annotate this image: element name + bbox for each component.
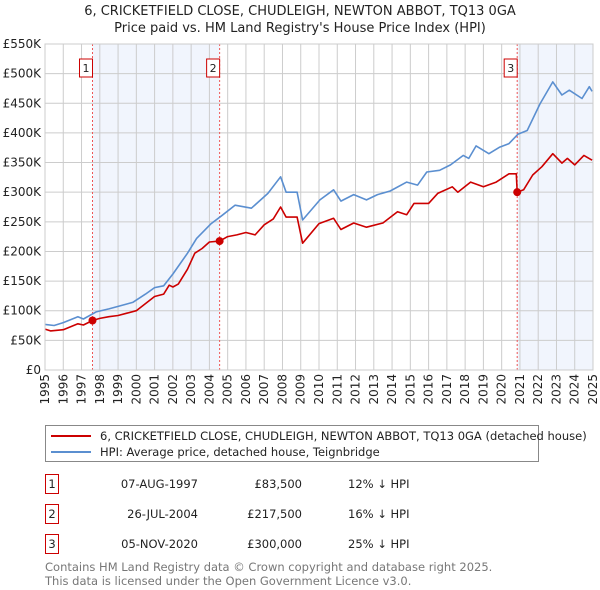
sale-date: 05-NOV-2020 <box>121 537 198 551</box>
y-tick-label: £0 <box>26 363 41 377</box>
sale-hpi-diff: 12% ↓ HPI <box>348 477 410 491</box>
sale-label-box <box>206 58 221 78</box>
sale-label: 1 <box>82 62 89 75</box>
x-tick-label: 2024 <box>568 374 582 405</box>
y-tick-label: £100K <box>3 304 43 318</box>
sale-date: 07-AUG-1997 <box>120 477 198 491</box>
x-tick-label: 2005 <box>221 374 235 405</box>
sale-label-box <box>78 58 93 78</box>
x-tick-label: 2009 <box>294 374 308 405</box>
sale-point <box>513 188 522 197</box>
x-tick-label: 2004 <box>202 374 216 405</box>
sale-price: £217,500 <box>247 507 302 521</box>
legend-label: HPI: Average price, detached house, Teig… <box>100 445 380 459</box>
x-tick-label: 2019 <box>476 374 490 405</box>
legend-swatch-red <box>51 435 91 437</box>
x-tick-label: 2003 <box>184 374 198 405</box>
y-tick-label: £200K <box>3 244 43 258</box>
y-tick-label: £550K <box>3 37 43 51</box>
y-tick-label: £500K <box>3 67 43 81</box>
x-tick-label: 2012 <box>349 374 363 405</box>
x-tick-label: 2025 <box>586 374 600 405</box>
x-tick-label: 2013 <box>367 374 381 405</box>
x-tick-label: 2021 <box>513 374 527 405</box>
x-tick-label: 2000 <box>129 374 143 405</box>
legend-item-property: 6, CRICKETFIELD CLOSE, CHUDLEIGH, NEWTON… <box>51 428 587 444</box>
x-tick-label: 2017 <box>440 374 454 405</box>
x-tick-label: 1995 <box>38 374 52 405</box>
x-tick-label: 1998 <box>93 374 107 405</box>
shaded-period <box>92 44 220 370</box>
chart-subtitle: Price paid vs. HM Land Registry's House … <box>114 21 486 36</box>
x-tick-label: 2022 <box>531 374 545 405</box>
sale-price: £300,000 <box>247 537 302 551</box>
x-tick-label: 2018 <box>458 374 472 405</box>
legend: 6, CRICKETFIELD CLOSE, CHUDLEIGH, NEWTON… <box>45 425 587 462</box>
x-tick-label: 1997 <box>75 374 89 405</box>
y-tick-label: £450K <box>3 96 43 110</box>
sale-label: 3 <box>507 62 514 75</box>
sale-hpi-diff: 25% ↓ HPI <box>348 537 410 551</box>
sale-hpi-diff: 16% ↓ HPI <box>348 507 410 521</box>
x-tick-label: 2002 <box>166 374 180 405</box>
x-tick-label: 2011 <box>330 374 344 405</box>
sale-price: £83,500 <box>254 477 302 491</box>
y-tick-label: £400K <box>3 126 43 140</box>
x-tick-label: 2023 <box>549 374 563 405</box>
y-tick-label: £300K <box>3 185 43 199</box>
chart-title: 6, CRICKETFIELD CLOSE, CHUDLEIGH, NEWTON… <box>84 4 516 19</box>
legend-item-hpi: HPI: Average price, detached house, Teig… <box>51 444 380 460</box>
sale-point <box>215 237 224 246</box>
x-tick-label: 2008 <box>275 374 289 405</box>
y-tick-label: £150K <box>3 274 43 288</box>
sale-number: 2 <box>45 504 59 524</box>
y-tick-label: £250K <box>3 215 43 229</box>
footer-copyright: Contains HM Land Registry data © Crown c… <box>45 560 493 574</box>
x-tick-label: 1999 <box>111 374 125 405</box>
legend-label: 6, CRICKETFIELD CLOSE, CHUDLEIGH, NEWTON… <box>100 429 587 443</box>
sale-label-box <box>503 58 518 78</box>
x-tick-label: 2010 <box>312 374 326 405</box>
sale-date: 26-JUL-2004 <box>127 507 198 521</box>
footer-licence: This data is licensed under the Open Gov… <box>45 574 412 588</box>
x-tick-label: 2016 <box>422 374 436 405</box>
sale-number: 3 <box>45 534 59 554</box>
x-tick-label: 1996 <box>56 374 70 405</box>
shaded-period <box>517 44 593 370</box>
sale-label: 2 <box>210 62 217 75</box>
plot-area: 1995 1996 1997 1998 1999 2000 2001 2002 2003 2004… <box>3 37 600 405</box>
x-tick-label: 2006 <box>239 374 253 405</box>
sale-number: 1 <box>45 474 59 494</box>
plot-border <box>44 43 594 371</box>
x-tick-label: 2014 <box>385 374 399 405</box>
price-paid-series-line <box>44 152 593 332</box>
y-tick-label: £350K <box>3 156 43 170</box>
sale-point <box>88 316 97 325</box>
x-tick-label: 2015 <box>403 374 417 405</box>
x-tick-label: 2001 <box>148 374 162 405</box>
hpi-series-line <box>44 81 593 327</box>
legend-swatch-blue <box>51 451 91 453</box>
x-tick-label: 2020 <box>495 374 509 405</box>
y-tick-label: £50K <box>10 333 42 347</box>
x-tick-label: 2007 <box>257 374 271 405</box>
